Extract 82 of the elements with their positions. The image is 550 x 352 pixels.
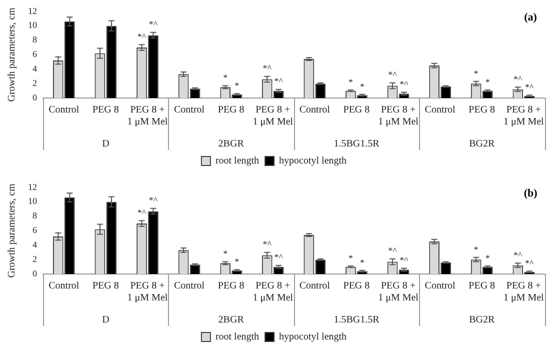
text: BG2R bbox=[469, 314, 495, 326]
legend-label: hypocotyl length bbox=[279, 332, 347, 343]
x-tick-label: PEG 8 bbox=[218, 280, 244, 292]
x-tick-label: PEG 8 + 1 μM Mel bbox=[127, 104, 168, 128]
data-label: *^ bbox=[525, 258, 535, 268]
text: BG2R bbox=[469, 138, 495, 150]
x-tick-label: Control bbox=[48, 104, 80, 116]
x-tick-label: Control bbox=[424, 104, 456, 116]
x-tick-label: PEG 8 + 1 μM Mel bbox=[503, 280, 544, 304]
x-tick-label: Control bbox=[174, 104, 205, 116]
data-label: * bbox=[234, 80, 240, 91]
y-tick-label: 10 bbox=[28, 20, 38, 30]
data-label: *^ bbox=[400, 255, 410, 266]
data-label: * bbox=[474, 244, 479, 254]
data-label: * bbox=[223, 248, 228, 259]
data-label: *^ bbox=[137, 207, 147, 218]
text: D bbox=[102, 314, 110, 326]
x-tick-label: PEG 8 bbox=[343, 280, 370, 292]
data-label: *^ bbox=[388, 246, 398, 256]
y-tick-label: 8 bbox=[32, 34, 38, 45]
y-tick-label: 8 bbox=[32, 210, 38, 221]
data-label: * bbox=[348, 252, 354, 263]
chart-title: (b) bbox=[524, 187, 538, 200]
x-tick-label: PEG 8 bbox=[468, 280, 496, 292]
y-tick-label: 4 bbox=[32, 239, 38, 250]
data-label: *^ bbox=[274, 252, 284, 262]
text: 2BGR bbox=[218, 314, 244, 326]
y-tick-label: 12 bbox=[28, 6, 37, 16]
data-label: * bbox=[348, 76, 354, 87]
legend-label: root length bbox=[215, 332, 260, 343]
y-axis-title: Growth parameters, cm bbox=[6, 7, 18, 102]
x-tick-label: PEG 8 + 1 μM Mel bbox=[127, 280, 168, 304]
text: 1.5BG1.5R bbox=[334, 138, 380, 150]
y-tick-label: 10 bbox=[28, 196, 38, 206]
data-label: *^ bbox=[262, 239, 272, 250]
x-tick-label: PEG 8 + 1 μM Mel bbox=[252, 104, 294, 128]
data-label: *^ bbox=[514, 74, 524, 84]
chart-title: (a) bbox=[524, 11, 538, 24]
data-label: *^ bbox=[148, 19, 158, 30]
text: D bbox=[102, 138, 110, 150]
x-tick-label: PEG 8 + 1 μM Mel bbox=[378, 280, 419, 304]
y-tick-label: 0 bbox=[32, 92, 38, 102]
text: 2BGR bbox=[218, 138, 244, 150]
data-label: *^ bbox=[525, 82, 535, 92]
data-label: *^ bbox=[274, 76, 284, 86]
x-tick-label: PEG 8 bbox=[92, 280, 119, 292]
x-tick-label: PEG 8 bbox=[218, 104, 244, 116]
x-tick-label: PEG 8 + 1 μM Mel bbox=[378, 104, 419, 128]
data-label: * bbox=[474, 68, 479, 78]
data-label: * bbox=[234, 256, 240, 267]
y-tick-label: 0 bbox=[32, 268, 38, 278]
data-label: *^ bbox=[262, 63, 272, 74]
data-label: * bbox=[223, 72, 228, 83]
x-tick-label: Control bbox=[299, 104, 330, 116]
x-tick-label: PEG 8 + 1 μM Mel bbox=[503, 104, 544, 128]
y-tick-label: 4 bbox=[32, 63, 38, 74]
x-tick-label: PEG 8 bbox=[468, 104, 496, 116]
legend-label: root length bbox=[215, 156, 260, 167]
y-tick-label: 12 bbox=[28, 182, 37, 192]
x-tick-label: Control bbox=[174, 280, 205, 292]
x-tick-label: PEG 8 bbox=[92, 104, 119, 116]
data-label: * bbox=[485, 252, 490, 263]
x-tick-label: Control bbox=[48, 280, 80, 292]
data-label: *^ bbox=[388, 70, 398, 80]
x-tick-label: Control bbox=[299, 280, 330, 292]
data-label: * bbox=[360, 257, 365, 268]
x-tick-label: Control bbox=[424, 280, 456, 292]
data-label: * bbox=[485, 76, 490, 87]
data-label: *^ bbox=[148, 195, 158, 206]
data-label: *^ bbox=[514, 250, 524, 260]
data-label: *^ bbox=[400, 79, 410, 90]
y-axis-title: Growth parameters, cm bbox=[6, 183, 18, 278]
y-tick-label: 2 bbox=[32, 78, 37, 88]
data-label: * bbox=[360, 81, 365, 92]
y-tick-label: 2 bbox=[32, 254, 37, 264]
y-tick-label: 6 bbox=[32, 49, 38, 60]
text: 1.5BG1.5R bbox=[334, 314, 380, 326]
x-tick-label: PEG 8 bbox=[343, 104, 370, 116]
legend-label: hypocotyl length bbox=[279, 156, 347, 167]
x-tick-label: PEG 8 + 1 μM Mel bbox=[252, 280, 294, 304]
data-label: *^ bbox=[137, 31, 147, 42]
y-tick-label: 6 bbox=[32, 225, 38, 236]
